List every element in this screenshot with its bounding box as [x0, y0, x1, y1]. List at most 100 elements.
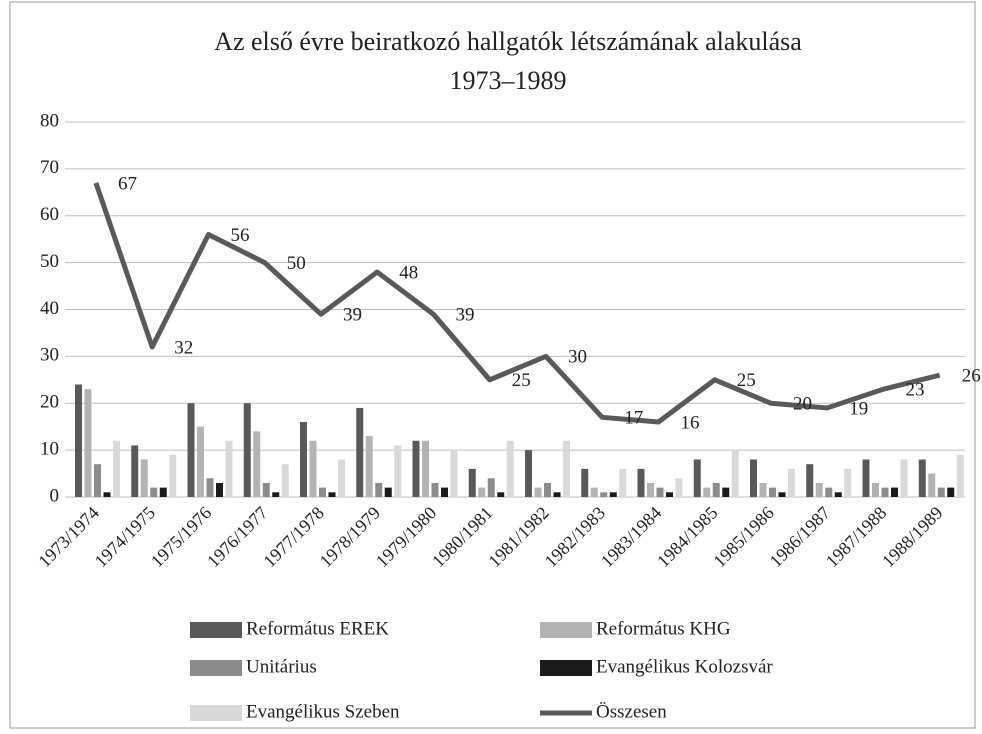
bar: [356, 407, 364, 497]
bar: [159, 487, 167, 497]
bar: [891, 487, 898, 497]
bar: [563, 440, 570, 497]
legend-label: Evangélikus Szeben: [246, 701, 400, 722]
bar: [431, 482, 439, 497]
bar: [928, 473, 936, 497]
bar: [778, 492, 786, 497]
bar: [253, 431, 261, 497]
bar: [872, 482, 879, 497]
bar: [834, 492, 842, 497]
bar: [75, 384, 82, 497]
bar: [197, 426, 204, 497]
bar: [590, 487, 598, 497]
data-label: 16: [680, 412, 699, 433]
bar: [722, 487, 730, 497]
chart-title: Az első évre beiratkozó hallgatók létszá…: [214, 27, 802, 56]
bar: [675, 478, 683, 497]
data-label: 20: [793, 394, 812, 415]
bar: [497, 492, 505, 497]
legend-label: Református KHG: [596, 618, 731, 639]
legend-swatch: [190, 660, 242, 676]
bar: [131, 445, 139, 497]
bar: [647, 482, 654, 497]
bar: [815, 482, 823, 497]
data-label: 25: [737, 370, 756, 391]
y-tick-label: 0: [50, 485, 60, 506]
bar: [384, 487, 392, 497]
bar: [375, 482, 383, 497]
y-tick-label: 80: [40, 110, 59, 131]
bar: [140, 459, 148, 497]
bar: [609, 492, 617, 497]
bar: [169, 454, 177, 497]
bar: [328, 492, 336, 497]
bar: [187, 403, 195, 497]
data-label: 30: [568, 347, 587, 368]
data-label: 50: [287, 253, 306, 274]
line: [93, 182, 941, 425]
y-tick-label: 60: [40, 204, 59, 225]
bar: [731, 450, 739, 497]
bar: [309, 440, 317, 497]
bar: [103, 492, 111, 497]
bar: [581, 468, 589, 497]
bar: [487, 478, 495, 497]
bar: [956, 454, 964, 497]
data-label: 39: [343, 305, 362, 326]
data-label: 48: [399, 262, 418, 283]
legend-label: Evangélikus Kolozsvár: [596, 656, 773, 677]
bar: [825, 487, 833, 497]
bar: [806, 464, 814, 497]
bar: [693, 459, 701, 497]
data-label: 26: [962, 365, 981, 386]
bar: [553, 492, 561, 497]
bar: [525, 450, 532, 497]
bar: [712, 482, 720, 497]
bar: [619, 468, 627, 497]
bar: [94, 464, 101, 497]
bar: [534, 487, 542, 497]
bar: [666, 492, 673, 497]
bar: [206, 478, 214, 497]
bar: [750, 459, 757, 497]
data-label: 19: [849, 398, 868, 419]
bar: [216, 482, 223, 497]
bar: [937, 487, 945, 497]
bar: [506, 440, 514, 497]
data-label: 17: [624, 408, 643, 429]
bar: [225, 440, 233, 497]
legend-swatch: [540, 622, 592, 638]
bar: [243, 403, 251, 497]
bar: [262, 482, 270, 497]
bar: [412, 440, 420, 497]
bar: [300, 422, 307, 497]
bar: [544, 482, 551, 497]
bar: [450, 450, 458, 497]
chart-subtitle: 1973–1989: [450, 66, 567, 95]
bar: [703, 487, 711, 497]
bar: [441, 487, 448, 497]
bar: [319, 487, 326, 497]
bar: [900, 459, 908, 497]
data-label: 39: [455, 305, 474, 326]
legend-label: Református EREK: [246, 618, 389, 639]
bar: [478, 487, 486, 497]
bar: [113, 440, 120, 497]
bar: [84, 389, 92, 497]
bar: [422, 440, 429, 497]
bar: [769, 487, 776, 497]
bar: [394, 445, 402, 497]
legend-swatch: [190, 622, 242, 638]
y-tick-label: 50: [40, 251, 59, 272]
y-tick-label: 30: [40, 345, 59, 366]
bar: [272, 492, 280, 497]
bar: [881, 487, 889, 497]
legend-label: Összesen: [596, 701, 667, 722]
bar: [947, 487, 955, 497]
legend-swatch: [540, 660, 592, 676]
bar: [150, 487, 158, 497]
data-label: 25: [512, 370, 531, 391]
legend-swatch: [190, 705, 242, 721]
legend-label: Unitárius: [246, 656, 317, 677]
